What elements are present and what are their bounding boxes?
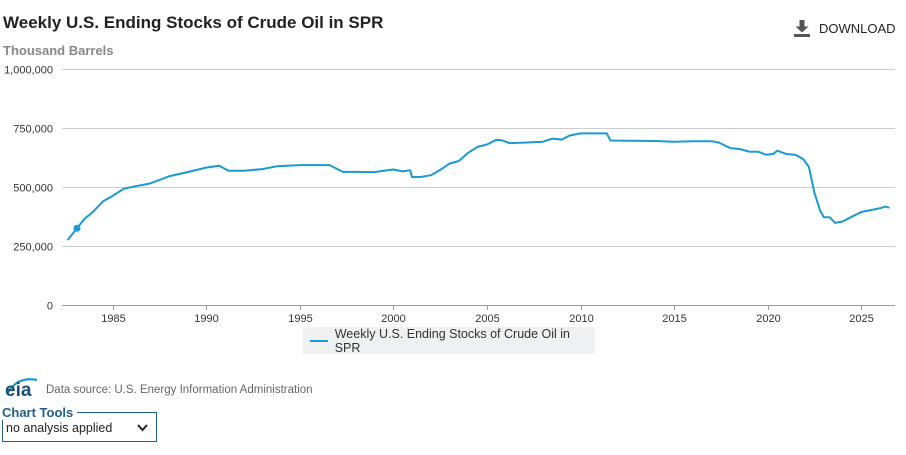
- x-tick-label: 2005: [475, 313, 499, 325]
- x-tick-label: 2025: [849, 313, 873, 325]
- legend-label: Weekly U.S. Ending Stocks of Crude Oil i…: [334, 326, 571, 355]
- legend-swatch: [310, 339, 328, 342]
- analysis-select-value: no analysis applied: [6, 421, 113, 435]
- download-label: DOWNLOAD: [819, 21, 896, 36]
- line-chart[interactable]: 0 250,000 500,000 750,000 1,000,000 1985 1990 1…: [0, 0, 906, 325]
- y-tick-label: 500,000: [13, 183, 53, 195]
- x-tick-label: 2015: [662, 313, 686, 325]
- chart-tools-divider: [72, 412, 157, 413]
- x-tick-label: 1995: [288, 313, 312, 325]
- data-source: Data source: U.S. Energy Information Adm…: [46, 384, 313, 396]
- download-button[interactable]: DOWNLOAD: [794, 20, 896, 37]
- legend-item[interactable]: Weekly U.S. Ending Stocks of Crude Oil i…: [303, 326, 595, 355]
- x-tick-label: 2020: [756, 313, 780, 325]
- y-tick-label: 1,000,000: [4, 65, 53, 77]
- chart-tools-panel: [2, 412, 157, 442]
- chevron-down-icon: [137, 424, 148, 432]
- x-tick-label: 2010: [569, 313, 593, 325]
- y-tick-label: 0: [47, 301, 53, 313]
- x-tick-label: 2000: [381, 313, 405, 325]
- x-tick-label: 1985: [101, 313, 125, 325]
- chart-subtitle: Thousand Barrels: [3, 43, 114, 58]
- data-point-marker: [73, 224, 81, 232]
- chart-tools-label: Chart Tools: [2, 405, 78, 420]
- chart-title: Weekly U.S. Ending Stocks of Crude Oil i…: [3, 13, 384, 32]
- series-line: [66, 132, 890, 241]
- eia-logo: eia: [5, 378, 38, 400]
- y-tick-label: 250,000: [13, 242, 53, 254]
- x-tick-label: 1990: [194, 313, 218, 325]
- analysis-select[interactable]: no analysis applied: [6, 421, 152, 435]
- eia-logo-text: eia: [5, 380, 32, 400]
- download-icon: [794, 20, 810, 37]
- y-tick-label: 750,000: [13, 124, 53, 136]
